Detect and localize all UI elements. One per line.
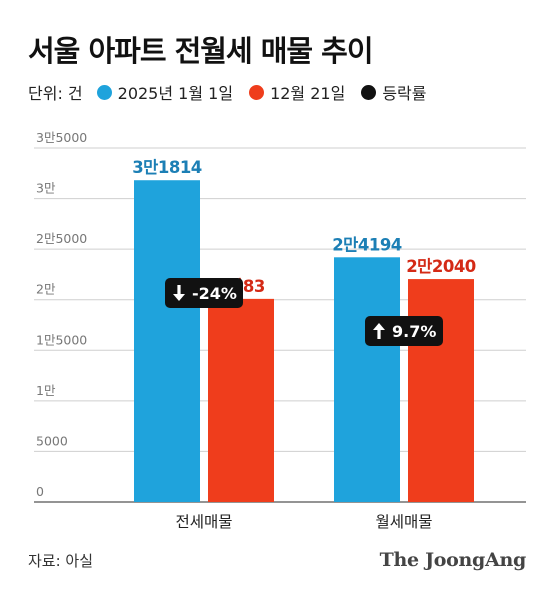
- data-label: 2만2040: [406, 257, 476, 276]
- bar: [208, 298, 274, 502]
- y-tick-label: 3만5000: [36, 130, 87, 145]
- bar: [334, 257, 400, 502]
- data-label: 2만4194: [332, 235, 402, 254]
- legend-item-dec: 12월 21일: [249, 80, 345, 104]
- legend-item-jan: 2025년 1월 1일: [96, 80, 234, 104]
- y-tick-label: 2만: [36, 282, 56, 297]
- bar: [134, 180, 200, 502]
- unit-label: 단위: 건: [28, 84, 83, 103]
- change-label: -24%: [192, 284, 237, 303]
- change-label: 9.7%: [392, 322, 436, 341]
- brand-logo: The JoongAng: [379, 549, 527, 571]
- arrow-head-icon: [173, 294, 185, 301]
- x-tick-label: 월세매물: [375, 513, 432, 531]
- legend-label-change: 등락률: [382, 84, 427, 103]
- legend-label-dec: 12월 21일: [270, 84, 346, 103]
- legend-item-change: 등락률: [361, 80, 426, 104]
- legend-swatch-jan: [96, 84, 112, 100]
- legend-swatch-change: [361, 84, 377, 100]
- bar: [408, 279, 474, 502]
- data-label: 3만1814: [132, 158, 202, 177]
- legend: 단위: 건 2025년 1월 1일 12월 21일 등락률: [28, 80, 442, 104]
- change-badge: [165, 278, 243, 308]
- legend-swatch-dec: [249, 84, 265, 100]
- y-tick-label: 3만: [36, 181, 56, 196]
- arrow-head-icon: [373, 323, 385, 330]
- y-tick-label: 1만5000: [36, 332, 87, 347]
- legend-label-jan: 2025년 1월 1일: [117, 84, 234, 103]
- chart-title: 서울 아파트 전월세 매물 추이: [28, 34, 374, 68]
- y-tick-label: 5000: [36, 433, 68, 448]
- change-badge: [365, 316, 443, 346]
- x-tick-label: 전세매물: [175, 513, 232, 531]
- y-tick-label: 0: [36, 484, 44, 499]
- y-tick-label: 2만5000: [36, 231, 87, 246]
- y-tick-label: 1만: [36, 383, 56, 398]
- source-note: 자료: 아실: [28, 552, 94, 570]
